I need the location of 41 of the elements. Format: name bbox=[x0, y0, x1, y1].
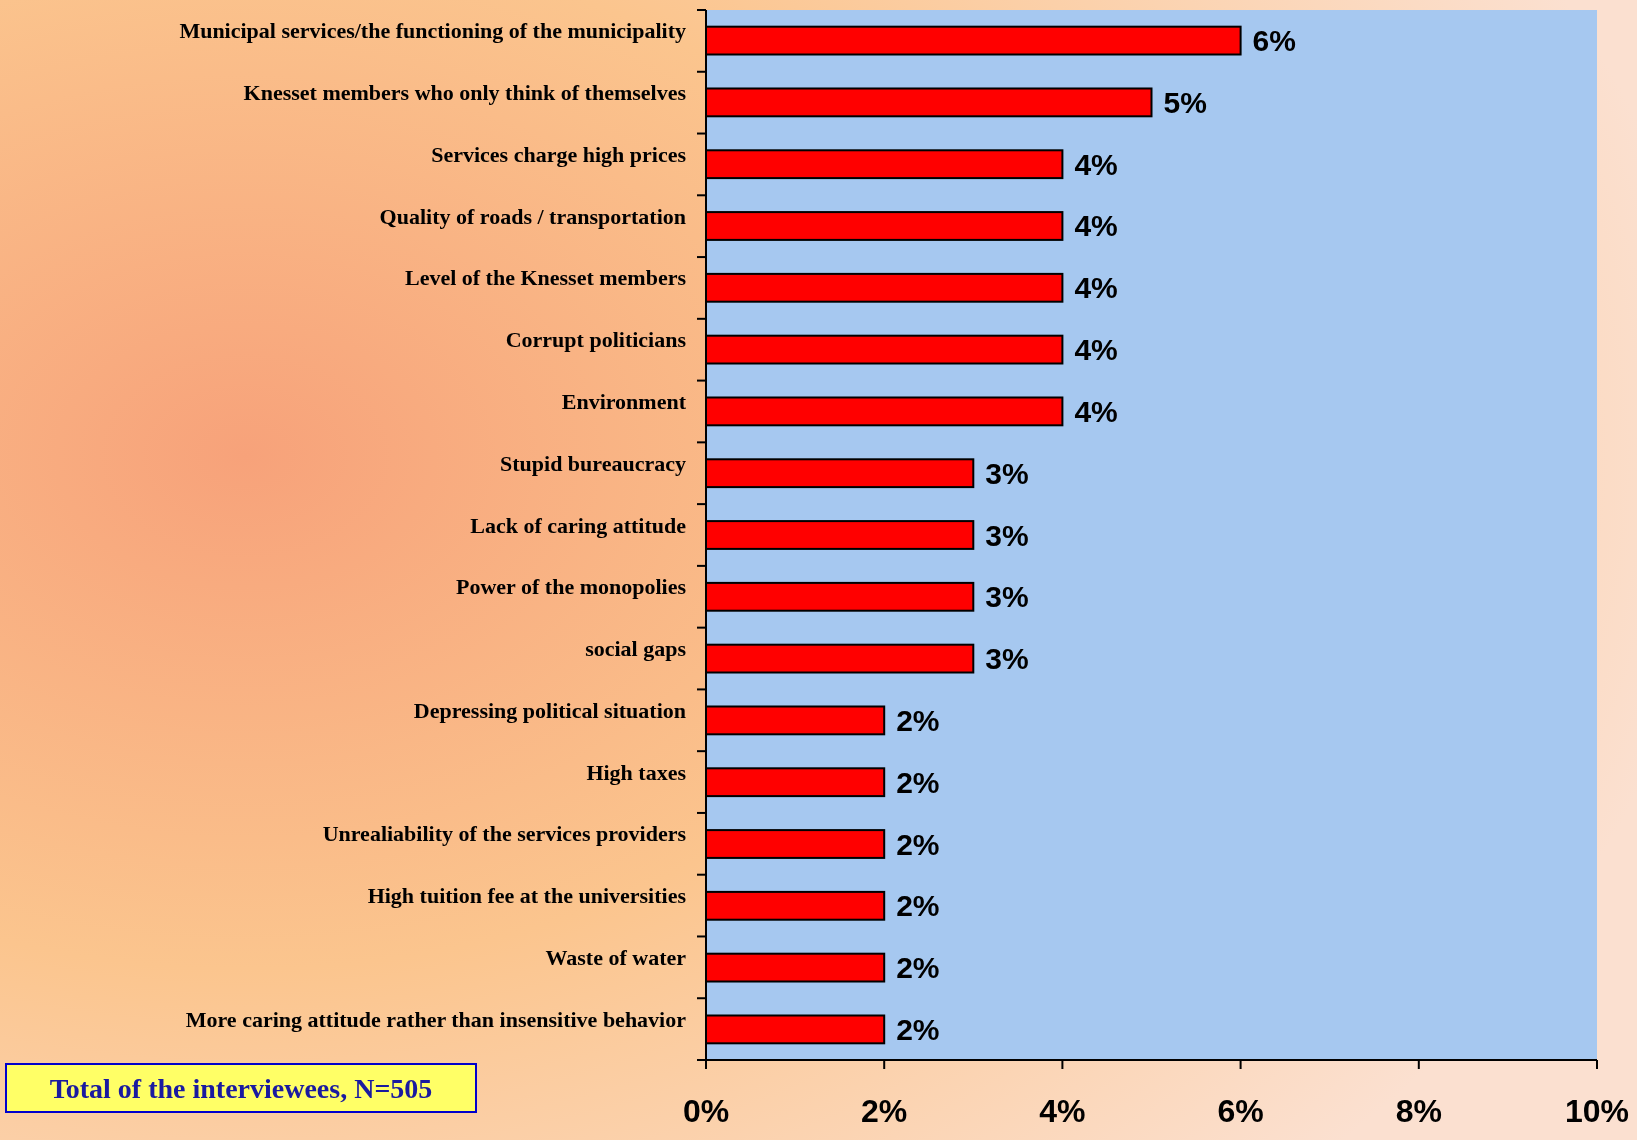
data-label: 4% bbox=[1074, 147, 1118, 181]
data-label: 5% bbox=[1163, 85, 1207, 119]
x-tick-label: 8% bbox=[1395, 1093, 1442, 1129]
data-label: 2% bbox=[896, 765, 940, 799]
data-label: 4% bbox=[1074, 271, 1118, 305]
y-tick-label: High tuition fee at the universities bbox=[367, 883, 687, 909]
y-tick-label: More caring attitude rather than insensitive behavior bbox=[185, 1006, 687, 1032]
y-tick-label: Power of the monopolies bbox=[456, 574, 687, 600]
y-tick-label: High taxes bbox=[586, 759, 687, 785]
data-label: 4% bbox=[1074, 209, 1118, 243]
y-tick-label: Municipal services/the functioning of the municipality bbox=[179, 18, 686, 44]
y-tick-label: Knesset members who only think of themselves bbox=[243, 80, 687, 106]
y-tick-label: social gaps bbox=[585, 636, 687, 662]
data-label: 6% bbox=[1252, 24, 1296, 58]
data-label: 2% bbox=[896, 827, 940, 861]
y-tick-label: Environment bbox=[561, 388, 687, 414]
y-tick-label: Lack of caring attitude bbox=[470, 512, 687, 538]
y-tick-label: Waste of water bbox=[545, 944, 687, 970]
data-label: 4% bbox=[1074, 333, 1118, 367]
data-label: 3% bbox=[985, 580, 1029, 614]
y-tick-label: Level of the Knesset members bbox=[404, 265, 687, 291]
x-tick-label: 2% bbox=[861, 1093, 908, 1129]
x-tick-label: 6% bbox=[1217, 1093, 1264, 1129]
x-tick-label: 0% bbox=[682, 1093, 730, 1129]
y-tick-label: Quality of roads / transportation bbox=[379, 203, 686, 229]
data-label: 3% bbox=[985, 456, 1029, 490]
text: Total of the interviewees, N=505 bbox=[49, 1072, 433, 1104]
x-tick-label: 10% bbox=[1564, 1093, 1630, 1129]
data-label: 3% bbox=[985, 642, 1029, 676]
data-label: 2% bbox=[896, 951, 940, 985]
y-tick-label: Unrealiability of the services providers bbox=[322, 821, 687, 847]
y-tick-label: Services charge high prices bbox=[431, 141, 687, 167]
x-tick-label: 4% bbox=[1039, 1093, 1086, 1129]
data-label: 2% bbox=[896, 889, 940, 923]
data-label: 4% bbox=[1074, 394, 1118, 428]
data-label: 3% bbox=[985, 518, 1029, 552]
y-tick-label: Stupid bureaucracy bbox=[499, 450, 686, 476]
data-label: 2% bbox=[896, 1012, 940, 1046]
data-label: 2% bbox=[896, 703, 940, 737]
y-tick-label: Depressing political situation bbox=[413, 697, 686, 723]
y-tick-label: Corrupt politicians bbox=[505, 327, 687, 353]
